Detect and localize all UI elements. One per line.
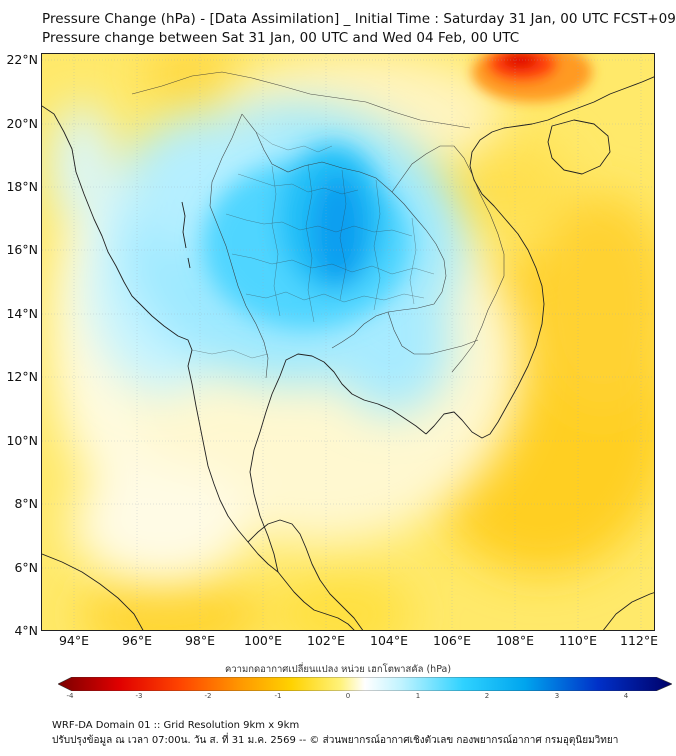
colorbar-tick: 4 — [623, 692, 629, 700]
footer-update-info: ปรับปรุงข้อมูล ณ เวลา 07:00น. วัน ส. ที่… — [52, 735, 619, 746]
colorbar-tick: 2 — [484, 692, 490, 700]
field-blue-core — [202, 144, 412, 329]
colorbar-tick: -3 — [135, 692, 143, 700]
footer-domain-info: WRF-DA Domain 01 :: Grid Resolution 9km … — [52, 720, 300, 731]
colorbar-tick: 1 — [415, 692, 421, 700]
lon-label: 98°E — [184, 633, 216, 648]
colorbar-tick: -1 — [274, 692, 282, 700]
lat-label: 12°N — [6, 369, 38, 384]
lon-label: 100°E — [243, 633, 283, 648]
lon-label: 108°E — [495, 633, 535, 648]
lat-label: 20°N — [6, 116, 38, 131]
colorbar-tick: 3 — [554, 692, 560, 700]
map-svg — [42, 54, 654, 630]
field-red-spot — [472, 54, 592, 102]
lon-label: 104°E — [369, 633, 409, 648]
colorbar-tick: -2 — [204, 692, 212, 700]
lon-label: 112°E — [619, 633, 659, 648]
coastlines — [42, 76, 654, 630]
field-yellow-orange — [82, 54, 654, 630]
lat-label: 14°N — [6, 306, 38, 321]
lon-label: 106°E — [432, 633, 472, 648]
lat-label: 8°N — [14, 496, 38, 511]
colorbar — [58, 677, 672, 691]
lon-label: 102°E — [306, 633, 346, 648]
lat-label: 22°N — [6, 52, 38, 67]
lon-label: 96°E — [121, 633, 153, 648]
province-borders — [191, 131, 435, 359]
lat-label: 10°N — [6, 433, 38, 448]
lat-label: 16°N — [6, 242, 38, 257]
lon-label: 94°E — [58, 633, 90, 648]
colorbar-title: ความกดอากาศเปลี่ยนแปลง หน่วย เฮกโตพาสคัล… — [224, 664, 452, 675]
lat-label: 6°N — [14, 560, 38, 575]
country-borders — [131, 71, 505, 379]
colorbar-tick: -4 — [66, 692, 74, 700]
chart-subtitle: Pressure change between Sat 31 Jan, 00 U… — [42, 30, 520, 46]
lat-label: 18°N — [6, 179, 38, 194]
lon-label: 110°E — [558, 633, 598, 648]
grid-lines — [42, 54, 654, 630]
pressure-change-map[interactable] — [41, 53, 655, 631]
chart-title: Pressure Change (hPa) - [Data Assimilati… — [42, 11, 676, 27]
lat-label: 4°N — [14, 623, 38, 638]
colorbar-tick: 0 — [345, 692, 351, 700]
